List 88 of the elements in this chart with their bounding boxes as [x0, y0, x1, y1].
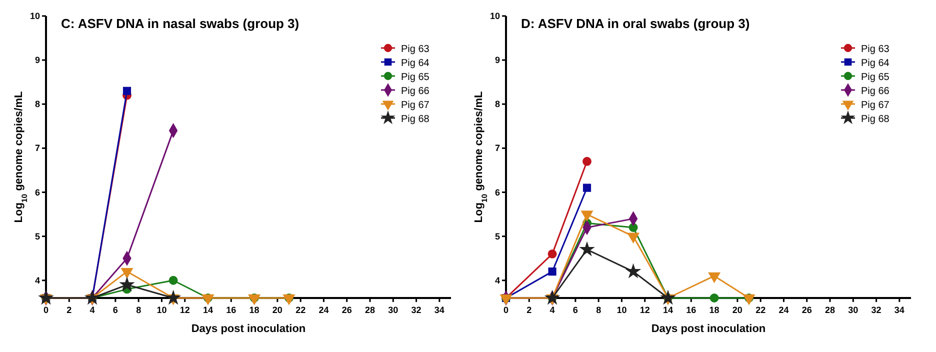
x-tick-label: 20 [732, 305, 742, 315]
y-tick-label: 5 [494, 231, 500, 242]
y-tick-label: 8 [494, 99, 500, 110]
y-tick-label: 6 [494, 187, 500, 198]
y-tick-label: 4 [34, 275, 40, 286]
y-tick-label: 6 [34, 187, 40, 198]
x-tick-label: 30 [848, 305, 858, 315]
x-tick-label: 34 [894, 305, 904, 315]
x-tick-label: 8 [596, 305, 602, 315]
legend-label: Pig 63 [861, 44, 890, 55]
x-tick-label: 22 [296, 305, 306, 315]
legend-label: Pig 64 [861, 58, 890, 69]
point [500, 294, 512, 305]
point [548, 249, 557, 258]
x-tick-label: 14 [202, 305, 214, 315]
point [708, 272, 720, 283]
x-tick-label: 0 [43, 305, 49, 315]
point [743, 294, 755, 305]
legend-label: Pig 68 [401, 114, 430, 125]
y-tick-label: 8 [34, 99, 40, 110]
x-tick-label: 20 [272, 305, 282, 315]
x-tick-label: 10 [156, 305, 167, 315]
x-tick-label: 16 [686, 305, 696, 315]
x-tick-label: 26 [802, 305, 812, 315]
x-tick-label: 18 [249, 305, 260, 315]
point [283, 294, 295, 305]
x-tick-label: 18 [709, 305, 720, 315]
x-tick-label: 6 [572, 305, 578, 315]
point [580, 242, 594, 256]
point [627, 232, 640, 244]
point [582, 156, 592, 166]
point [202, 294, 214, 305]
x-tick-label: 12 [180, 305, 190, 315]
x-tick-label: 26 [342, 305, 352, 315]
point [626, 264, 640, 278]
legend-label: Pig 65 [861, 72, 890, 83]
x-axis-title: Days post inoculation [191, 323, 306, 335]
legend-label: Pig 67 [861, 100, 890, 111]
point [548, 268, 556, 276]
x-tick-label: 14 [662, 305, 674, 315]
x-tick-label: 4 [90, 305, 95, 315]
y-tick-label: 10 [490, 11, 500, 21]
y-tick-label: 5 [34, 231, 40, 242]
x-tick-label: 6 [112, 305, 118, 315]
x-tick-label: 2 [526, 305, 532, 315]
x-tick-label: 16 [226, 305, 236, 315]
point [710, 294, 719, 302]
x-tick-label: 32 [411, 305, 422, 315]
x-tick-label: 28 [824, 305, 836, 315]
legend-label: Pig 65 [401, 72, 430, 83]
point [122, 86, 132, 95]
y-tick-label: 9 [34, 55, 40, 66]
point [248, 294, 260, 305]
y-tick-label: 7 [34, 143, 40, 154]
legend-label: Pig 67 [401, 100, 430, 111]
x-tick-label: 0 [503, 305, 509, 315]
x-tick-label: 22 [756, 305, 766, 315]
x-tick-label: 8 [136, 305, 142, 315]
x-tick-label: 28 [364, 305, 376, 315]
legend-label: Pig 64 [401, 58, 430, 69]
y-tick-label: 4 [494, 275, 500, 286]
x-tick-label: 4 [550, 305, 555, 315]
point [120, 278, 134, 291]
point [628, 223, 638, 232]
legend-label: Pig 66 [861, 86, 890, 97]
point [581, 210, 593, 221]
point [121, 268, 133, 278]
x-axis-title: Days post inoculation [651, 323, 766, 335]
legend-label: Pig 66 [401, 86, 430, 97]
x-tick-label: 10 [616, 305, 627, 315]
point [168, 276, 178, 285]
x-tick-label: 34 [434, 305, 444, 315]
x-tick-label: 2 [66, 305, 72, 315]
y-tick-label: 7 [494, 143, 500, 154]
x-tick-label: 30 [388, 305, 398, 315]
point [545, 290, 560, 304]
y-tick-label: 10 [30, 11, 40, 21]
legend-label: Pig 68 [861, 114, 890, 125]
chart-title: C: ASFV DNA in nasal swabs (group 3) [61, 16, 300, 31]
x-tick-label: 24 [778, 305, 789, 315]
chart-title: D: ASFV DNA in oral swabs (group 3) [521, 16, 750, 31]
point [661, 290, 675, 304]
y-tick-label: 9 [494, 55, 500, 66]
x-tick-label: 12 [640, 305, 650, 315]
x-tick-label: 32 [871, 305, 882, 315]
point [582, 184, 592, 192]
legend-label: Pig 63 [401, 44, 430, 55]
x-tick-label: 24 [318, 305, 329, 315]
